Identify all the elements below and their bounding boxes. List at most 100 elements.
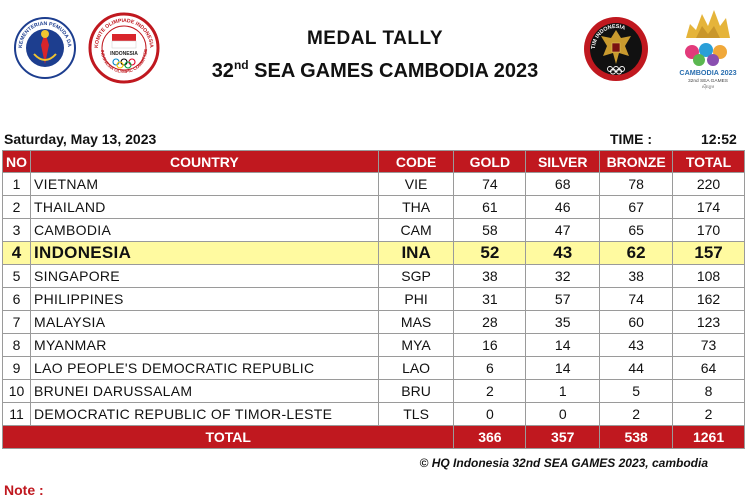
cell-country: LAO PEOPLE'S DEMOCRATIC REPUBLIC	[30, 356, 379, 380]
sea-games-logo: CAMBODIA 2023 32nd SEA GAMES ស៊ីហ្គេម	[679, 10, 737, 90]
cell-bronze: 67	[599, 195, 674, 219]
cell-code: BRU	[377, 379, 455, 403]
cell-code: SGP	[377, 264, 455, 288]
cell-gold: 6	[453, 356, 527, 380]
table-row: 9 LAO PEOPLE'S DEMOCRATIC REPUBLIC LAO 6…	[2, 356, 745, 380]
cell-total: 174	[672, 195, 745, 219]
copyright-text: © HQ Indonesia 32nd SEA GAMES 2023, camb…	[419, 456, 708, 470]
header-bronze: BRONZE	[599, 150, 674, 173]
header-gold: GOLD	[453, 150, 527, 173]
cell-bronze: 5	[599, 379, 674, 403]
cell-gold: 74	[453, 172, 527, 196]
koi-logo: INDONESIA KOMITE OLIMPIADE INDONESIA IND…	[88, 12, 160, 84]
kemenpora-logo: KEMENTERIAN PEMUDA DAN OLAHRAGA · REPUBL…	[14, 12, 76, 79]
table-row: 3 CAMBODIA CAM 58 47 65 170	[2, 218, 745, 242]
cell-total: 2	[672, 402, 745, 426]
cell-code: MAS	[377, 310, 455, 334]
header-code: CODE	[377, 150, 455, 173]
sea-games-logo-line1: CAMBODIA 2023	[679, 68, 736, 77]
cell-no: 5	[2, 264, 31, 288]
page-title: MEDAL TALLY	[306, 28, 444, 49]
cell-code: MYA	[377, 333, 455, 357]
header-total: TOTAL	[672, 150, 745, 173]
koi-logo-mid: INDONESIA	[110, 51, 138, 57]
cell-code: VIE	[377, 172, 455, 196]
cell-code: CAM	[377, 218, 455, 242]
cell-silver: 68	[525, 172, 601, 196]
total-label: TOTAL	[1, 425, 455, 449]
cell-gold: 28	[453, 310, 527, 334]
cell-code: TLS	[377, 402, 455, 426]
cell-total: 8	[672, 379, 745, 403]
cell-code: INA	[377, 241, 455, 265]
cell-bronze: 44	[599, 356, 674, 380]
cell-no: 7	[2, 310, 31, 334]
header-country: COUNTRY	[30, 150, 379, 173]
cell-silver: 43	[525, 241, 601, 265]
cell-code: THA	[377, 195, 455, 219]
table-header-row: NO COUNTRY CODE GOLD SILVER BRONZE TOTAL	[2, 150, 745, 173]
cell-total: 123	[672, 310, 745, 334]
cell-gold: 0	[453, 402, 527, 426]
cell-no: 6	[2, 287, 31, 311]
cell-country: INDONESIA	[30, 241, 379, 265]
cell-bronze: 65	[599, 218, 674, 242]
cell-total: 157	[672, 241, 745, 265]
cell-silver: 14	[525, 333, 601, 357]
cell-no: 2	[2, 195, 31, 219]
sea-games-logo-line2: 32nd SEA GAMES	[688, 78, 728, 84]
cell-bronze: 74	[599, 287, 674, 311]
cell-bronze: 43	[599, 333, 674, 357]
date-time-line: Saturday, May 13, 2023 TIME : 12:52	[4, 131, 744, 149]
cell-no: 3	[2, 218, 31, 242]
subtitle-number: 32	[211, 60, 234, 82]
cell-silver: 46	[525, 195, 601, 219]
cell-bronze: 78	[599, 172, 674, 196]
report-date: Saturday, May 13, 2023	[4, 131, 157, 147]
cell-no: 8	[2, 333, 31, 357]
cell-silver: 57	[525, 287, 601, 311]
subtitle-ordinal: nd	[233, 58, 249, 72]
cell-total: 64	[672, 356, 745, 380]
header-no: NO	[2, 150, 31, 173]
total-bronze: 538	[599, 425, 674, 449]
time-label: TIME :	[610, 131, 652, 147]
total-total: 1261	[672, 425, 745, 449]
cell-no: 9	[2, 356, 31, 380]
cell-silver: 1	[525, 379, 601, 403]
cell-country: SINGAPORE	[30, 264, 379, 288]
cell-total: 220	[672, 172, 745, 196]
total-silver: 357	[525, 425, 601, 449]
cell-country: THAILAND	[30, 195, 379, 219]
cell-country: VIETNAM	[30, 172, 379, 196]
cell-total: 108	[672, 264, 745, 288]
cell-country: PHILIPPINES	[30, 287, 379, 311]
cell-gold: 2	[453, 379, 527, 403]
time-value: 12:52	[701, 131, 737, 147]
cell-code: LAO	[377, 356, 455, 380]
cell-silver: 14	[525, 356, 601, 380]
cell-total: 162	[672, 287, 745, 311]
subtitle-text: SEA GAMES CAMBODIA 2023	[248, 60, 539, 82]
cell-country: MALAYSIA	[30, 310, 379, 334]
total-gold: 366	[453, 425, 527, 449]
table-row: 5 SINGAPORE SGP 38 32 38 108	[2, 264, 745, 288]
table-row: 10 BRUNEI DARUSSALAM BRU 2 1 5 8	[2, 379, 745, 403]
table-row-highlighted: 4 INDONESIA INA 52 43 62 157	[2, 241, 745, 265]
cell-country: DEMOCRATIC REPUBLIC OF TIMOR-LESTE	[30, 402, 379, 426]
cell-gold: 61	[453, 195, 527, 219]
cell-bronze: 38	[599, 264, 674, 288]
cell-gold: 16	[453, 333, 527, 357]
cell-silver: 35	[525, 310, 601, 334]
cell-country: CAMBODIA	[30, 218, 379, 242]
medal-table: NO COUNTRY CODE GOLD SILVER BRONZE TOTAL…	[1, 150, 745, 449]
cell-country: MYANMAR	[30, 333, 379, 357]
cell-bronze: 62	[599, 241, 674, 265]
table-row: 1 VIETNAM VIE 74 68 78 220	[2, 172, 745, 196]
table-row: 8 MYANMAR MYA 16 14 43 73	[2, 333, 745, 357]
cell-total: 170	[672, 218, 745, 242]
cell-bronze: 2	[599, 402, 674, 426]
cell-no: 11	[2, 402, 31, 426]
page-subtitle: 32nd SEA GAMES CAMBODIA 2023	[170, 58, 580, 83]
cell-total: 73	[672, 333, 745, 357]
